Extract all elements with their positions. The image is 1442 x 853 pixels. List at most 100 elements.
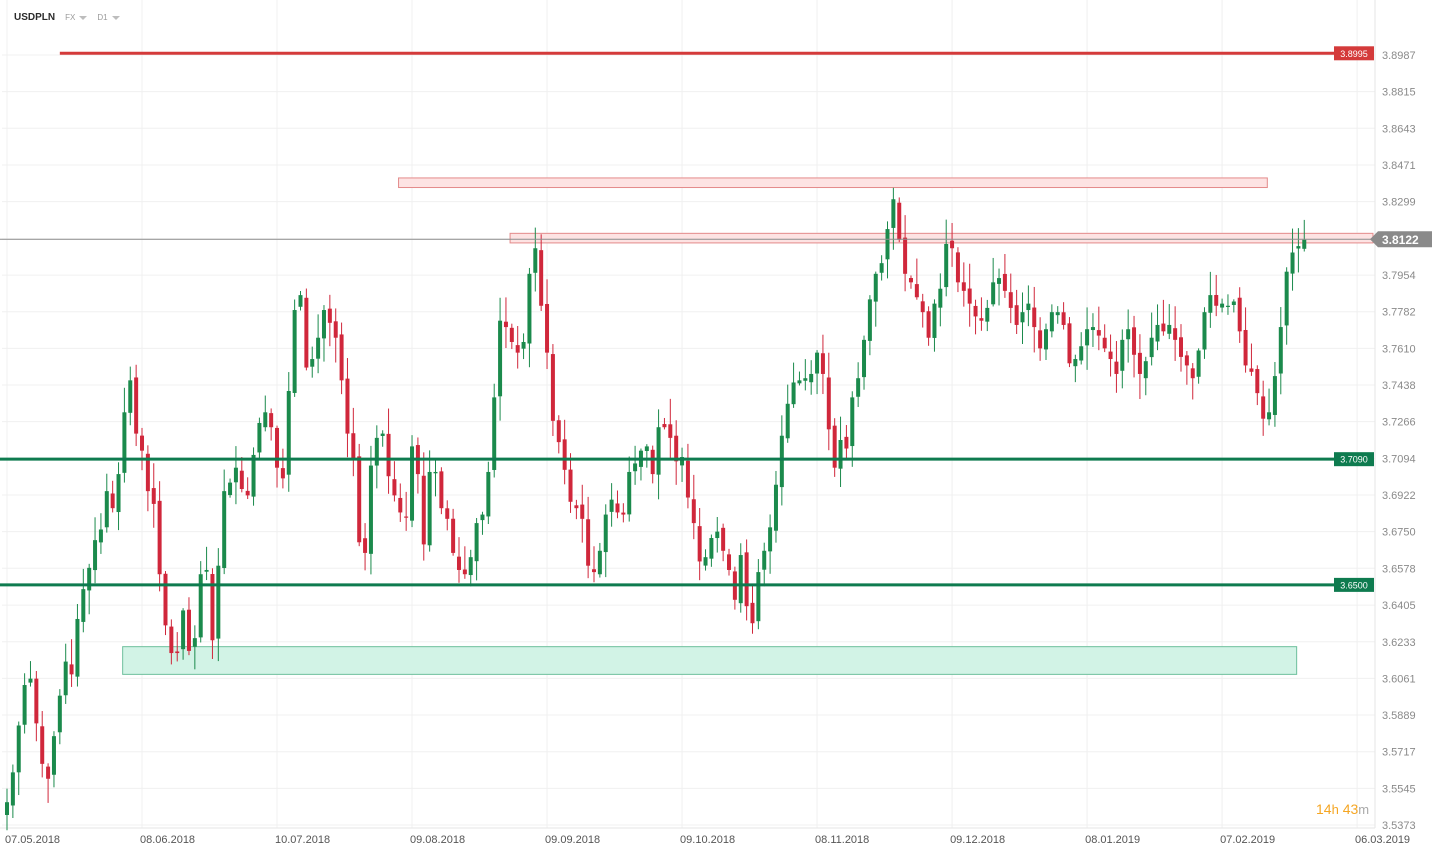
chart-header: USDPLN FX D1 [14,12,120,23]
interval-dropdown[interactable]: D1 [97,13,120,22]
candle-body [386,433,391,477]
price-tick-label: 3.7266 [1382,417,1416,429]
resistance-zone[interactable] [509,232,1374,244]
candle-body [938,288,943,308]
candle-body [157,500,162,575]
candle-body [81,589,86,622]
current-price-tag [1370,231,1432,248]
candle-body [5,802,9,815]
candle-body [1020,312,1025,323]
market-dropdown[interactable]: FX [65,13,88,22]
candle-body [439,471,444,509]
candle-body [850,397,855,447]
candle-body [116,474,121,513]
candle-body [556,420,561,443]
candle-body [1132,327,1137,355]
resistance-zone[interactable] [398,177,1268,189]
symbol-label: USDPLN [14,12,56,23]
candle-body [98,529,103,543]
chevron-down-icon [79,15,88,20]
candle-body [803,378,808,381]
candle-body [985,307,990,322]
candle-body [1249,368,1254,372]
candle-body [351,433,356,460]
candle-body [104,491,109,528]
candle-body [1061,312,1066,325]
candle-body [51,736,56,775]
candle-body [762,550,767,570]
candle-body [967,288,972,304]
candle-body [75,618,80,677]
candle-body [275,427,280,468]
candle-body [815,352,820,374]
candle-body [550,354,555,421]
candle-body [644,446,649,452]
candle-body [1290,252,1295,274]
candle-body [1126,329,1131,340]
candle-body [433,471,438,474]
candle-body [1090,327,1095,331]
chevron-down-icon [111,15,120,20]
candle-body [498,320,503,397]
time-tick-label: 09.12.2018 [950,834,1005,846]
price-tick-label: 3.6405 [1382,600,1416,612]
candle-body [914,284,919,298]
candle-body [615,503,620,513]
price-tick-label: 3.5717 [1382,747,1416,759]
candle-body [216,565,221,639]
candle-body [809,373,814,383]
candle-body [627,471,632,515]
price-tick-label: 3.5373 [1382,820,1416,832]
time-tick-label: 07.05.2018 [5,834,60,846]
candle-body [186,609,191,651]
price-tick-label: 3.6578 [1382,563,1416,575]
candle-body [979,318,984,321]
level-price-tag [1334,577,1374,592]
candle-body [1184,355,1189,366]
candle-body [773,484,778,531]
candle-body [633,463,638,472]
price-tick-label: 3.5889 [1382,710,1416,722]
level-price-tag [1334,452,1374,467]
candle-body [1073,359,1078,367]
candle-body [521,341,526,349]
candle-body [545,303,550,353]
candle-body [856,378,861,397]
candle-body [697,526,702,562]
candle-body [480,514,485,521]
candle-body [668,424,673,438]
price-tick-label: 3.8987 [1382,50,1416,62]
candle-body [1161,323,1166,332]
candle-body [586,519,591,566]
time-tick-label: 09.10.2018 [680,834,735,846]
countdown-minutes-unit: m [1358,802,1370,817]
candle-body [1261,396,1266,419]
candle-body [175,651,180,654]
candle-body [1149,337,1154,358]
time-tick-label: 06.03.2019 [1355,834,1410,846]
candle-body [1267,412,1272,420]
candle-body [456,556,461,570]
candle-body [703,557,708,566]
candle-body [269,413,274,428]
candle-body [844,436,849,449]
candle-body [1055,312,1060,316]
candle-body [574,505,579,509]
price-tick-label: 3.7610 [1382,343,1416,355]
candle-body [509,327,514,342]
candle-body [16,725,21,773]
candle-body [1179,337,1183,357]
candle-body [797,380,802,384]
price-tick-label: 3.8299 [1382,197,1416,209]
level-price-label: 3.8995 [1340,49,1368,59]
candle-body [691,499,696,524]
candle-body [744,552,749,607]
candle-body [1096,330,1101,336]
candle-body [750,602,755,624]
support-zone[interactable] [122,646,1298,675]
candle-body [867,299,872,341]
candle-body [368,465,373,554]
candle-body [28,678,33,683]
candle-body [1302,239,1307,249]
